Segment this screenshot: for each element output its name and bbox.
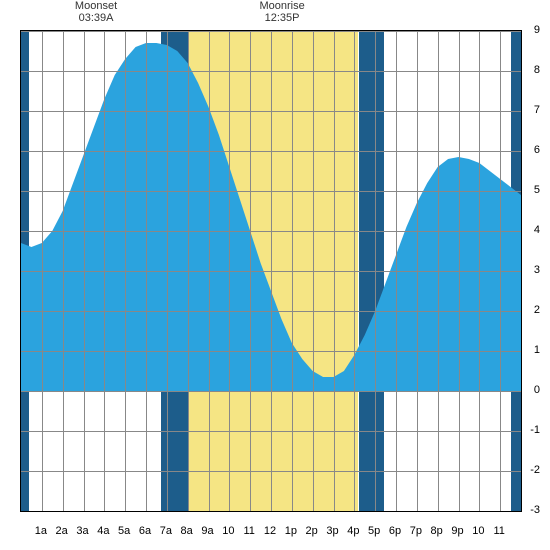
- y-axis: -3-2-10123456789: [520, 30, 540, 510]
- x-tick-label: 10: [472, 525, 484, 537]
- y-tick-label: -1: [530, 424, 540, 436]
- x-tick-label: 4p: [347, 525, 359, 537]
- x-tick-label: 8a: [181, 525, 193, 537]
- y-tick-label: 6: [534, 144, 540, 156]
- x-tick-label: 12: [264, 525, 276, 537]
- header-labels: Moonset03:39A Moonrise12:35P: [0, 0, 550, 30]
- x-tick-label: 11: [243, 525, 254, 537]
- x-tick-label: 9p: [451, 525, 463, 537]
- y-tick-label: 1: [534, 344, 540, 356]
- y-tick-label: 0: [534, 384, 540, 396]
- x-tick-label: 10: [222, 525, 234, 537]
- x-tick-label: 1p: [285, 525, 297, 537]
- x-tick-label: 7a: [160, 525, 172, 537]
- x-tick-label: 3a: [76, 525, 88, 537]
- x-tick-label: 2a: [56, 525, 68, 537]
- y-tick-label: 2: [534, 304, 540, 316]
- tide-chart: Moonset03:39AMoonrise12:35P -3-2-1012345…: [0, 0, 550, 550]
- x-tick-label: 1a: [35, 525, 47, 537]
- x-axis: 1a 2a 3a 4a 5a 6a 7a 8a 9a 10 11 12 1p 2p 3p 4p 5p 6p 7p 8p…: [20, 525, 520, 545]
- x-tick-label: 11: [493, 525, 504, 537]
- tide-area: [21, 31, 521, 511]
- y-tick-label: 9: [534, 24, 540, 36]
- x-tick-label: 4a: [97, 525, 109, 537]
- x-tick-label: 2p: [306, 525, 318, 537]
- y-tick-label: -3: [530, 504, 540, 516]
- x-tick-label: 9a: [201, 525, 213, 537]
- y-tick-label: 8: [534, 64, 540, 76]
- y-tick-label: 7: [534, 104, 540, 116]
- x-tick-label: 8p: [431, 525, 443, 537]
- grid-h: [21, 511, 521, 512]
- moon-event-label: Moonset03:39A: [75, 0, 117, 24]
- x-tick-label: 5p: [368, 525, 380, 537]
- y-tick-label: -2: [530, 464, 540, 476]
- y-tick-label: 4: [534, 224, 540, 236]
- x-tick-label: 6a: [139, 525, 151, 537]
- x-tick-label: 6p: [389, 525, 401, 537]
- y-tick-label: 5: [534, 184, 540, 196]
- x-tick-label: 3p: [326, 525, 338, 537]
- moon-event-label: Moonrise12:35P: [259, 0, 304, 24]
- x-tick-label: 5a: [118, 525, 130, 537]
- y-tick-label: 3: [534, 264, 540, 276]
- x-tick-label: 7p: [410, 525, 422, 537]
- plot-area: [20, 30, 522, 512]
